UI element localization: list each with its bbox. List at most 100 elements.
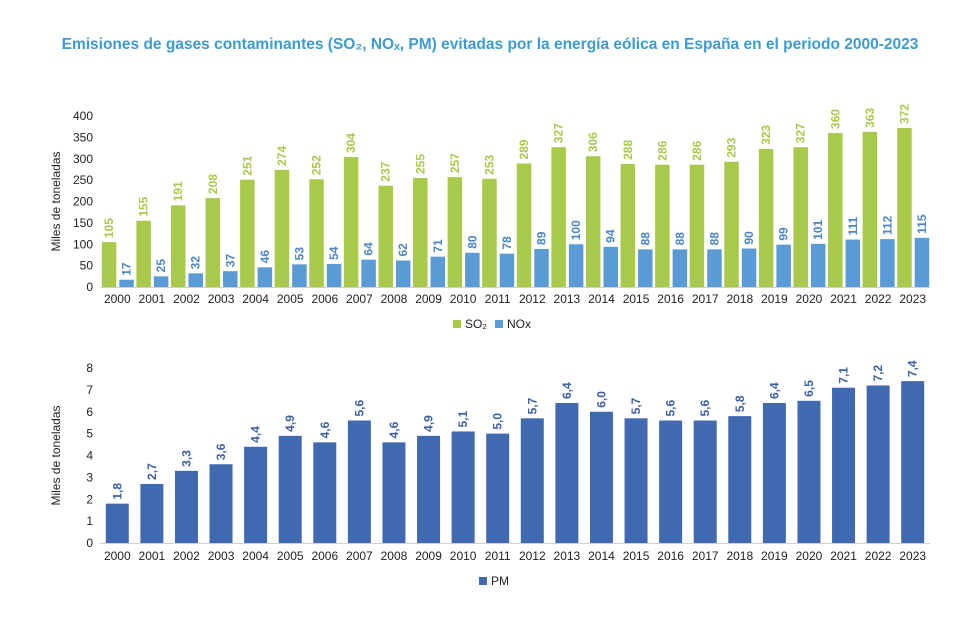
- x-tick-label: 2023: [899, 292, 926, 306]
- y-tick-label: 150: [73, 216, 93, 230]
- nox-data-label: 25: [154, 259, 168, 273]
- so2-bar: [620, 163, 636, 287]
- pm-bar: [555, 403, 579, 543]
- nox-bar: [326, 263, 342, 287]
- x-tick-label: 2016: [657, 292, 684, 306]
- so2-bar: [655, 164, 670, 287]
- nox-bar: [776, 244, 791, 287]
- so2-bar: [793, 147, 808, 287]
- so2-bar: [309, 179, 324, 287]
- nox-bar: [568, 244, 584, 287]
- so2-bar: [551, 147, 566, 287]
- pm-bar: [140, 483, 164, 543]
- pm-bar: [866, 385, 890, 543]
- y-tick-label: 8: [86, 361, 93, 375]
- pm-data-label: 4,6: [387, 421, 401, 438]
- so2-data-label: 286: [655, 140, 669, 160]
- nox-data-label: 112: [880, 215, 894, 235]
- nox-bar: [395, 260, 411, 287]
- nox-data-label: 88: [638, 232, 652, 246]
- so2-data-label: 253: [482, 154, 496, 174]
- so2-bar: [585, 156, 601, 287]
- so2-bar: [862, 131, 878, 287]
- nox-bar: [223, 271, 238, 287]
- so2-bar: [205, 198, 221, 287]
- so2-bar: [516, 163, 532, 287]
- so2-data-label: 286: [690, 140, 704, 160]
- so2-data-label: 372: [897, 104, 911, 124]
- so2-bar: [689, 164, 705, 287]
- pm-bar: [278, 435, 302, 543]
- so2-bar: [482, 178, 497, 287]
- x-tick-label: 2018: [726, 549, 753, 563]
- y-tick-label: 6: [86, 405, 93, 419]
- so2-bar: [447, 177, 463, 287]
- x-tick-label: 2003: [208, 292, 235, 306]
- nox-data-label: 32: [189, 256, 203, 270]
- x-tick-label: 2000: [104, 549, 131, 563]
- nox-data-label: 88: [673, 232, 687, 246]
- x-tick-label: 2013: [554, 549, 581, 563]
- so2-bar: [828, 133, 843, 287]
- nox-bar: [672, 249, 688, 287]
- x-tick-label: 2020: [796, 549, 823, 563]
- x-tick-label: 2012: [519, 549, 546, 563]
- so2-data-label: 208: [206, 174, 220, 194]
- pm-bar: [313, 442, 337, 543]
- x-tick-label: 2008: [381, 292, 408, 306]
- y-tick-label: 100: [73, 237, 93, 251]
- x-tick-label: 2011: [485, 549, 511, 563]
- so2-data-label: 252: [310, 155, 324, 175]
- so2-bar: [136, 220, 151, 287]
- x-tick-label: 2006: [311, 292, 338, 306]
- y-tick-label: 5: [86, 427, 93, 441]
- pm-data-label: 5,6: [352, 399, 366, 416]
- so2-data-label: 251: [240, 155, 254, 175]
- nox-bar: [534, 248, 549, 287]
- nox-bar: [465, 252, 480, 287]
- nox-data-label: 90: [742, 231, 756, 245]
- so2-data-label: 293: [725, 137, 739, 157]
- pm-data-label: 6,0: [594, 391, 608, 408]
- chart-title: Emisiones de gases contaminantes (SO₂, N…: [61, 36, 919, 53]
- x-tick-label: 2008: [381, 549, 408, 563]
- y-tick-label: 3: [86, 470, 93, 484]
- x-tick-label: 2014: [588, 549, 615, 563]
- pm-data-label: 6,4: [560, 382, 574, 399]
- pm-bar: [451, 431, 475, 543]
- so2-data-label: 288: [621, 140, 635, 160]
- pm-data-label: 2,7: [145, 463, 159, 480]
- nox-bar: [153, 276, 169, 287]
- so2-data-label: 363: [863, 107, 877, 127]
- so2-bar: [724, 161, 739, 287]
- y-axis-label: Miles de toneladas: [49, 151, 63, 251]
- nox-bar: [119, 279, 134, 287]
- pm-data-label: 4,6: [318, 421, 332, 438]
- x-tick-label: 2004: [242, 549, 269, 563]
- x-tick-label: 2009: [415, 549, 442, 563]
- pm-bar: [693, 420, 717, 543]
- so2-bar: [413, 177, 428, 287]
- nox-data-label: 89: [535, 231, 549, 245]
- so2-bar: [240, 179, 255, 287]
- x-tick-label: 2005: [277, 292, 304, 306]
- nox-data-label: 54: [327, 246, 341, 260]
- x-tick-label: 2007: [346, 292, 373, 306]
- so2-data-label: 105: [102, 218, 116, 238]
- x-tick-label: 2014: [588, 292, 615, 306]
- nox-data-label: 94: [604, 229, 618, 243]
- pm-data-label: 7,2: [871, 364, 885, 381]
- x-tick-label: 2005: [277, 549, 304, 563]
- so2-data-label: 323: [759, 125, 773, 145]
- legend-swatch-pm: [479, 577, 487, 585]
- so2-bar: [343, 157, 359, 287]
- pm-data-label: 6,4: [767, 382, 781, 399]
- x-tick-label: 2016: [657, 549, 684, 563]
- nox-data-label: 71: [431, 239, 445, 253]
- nox-data-label: 62: [396, 243, 410, 257]
- nox-bar: [257, 267, 273, 287]
- x-tick-label: 2002: [173, 549, 200, 563]
- x-tick-label: 2001: [139, 549, 166, 563]
- pm-data-label: 7,4: [906, 360, 920, 377]
- pm-data-label: 1,8: [110, 483, 124, 500]
